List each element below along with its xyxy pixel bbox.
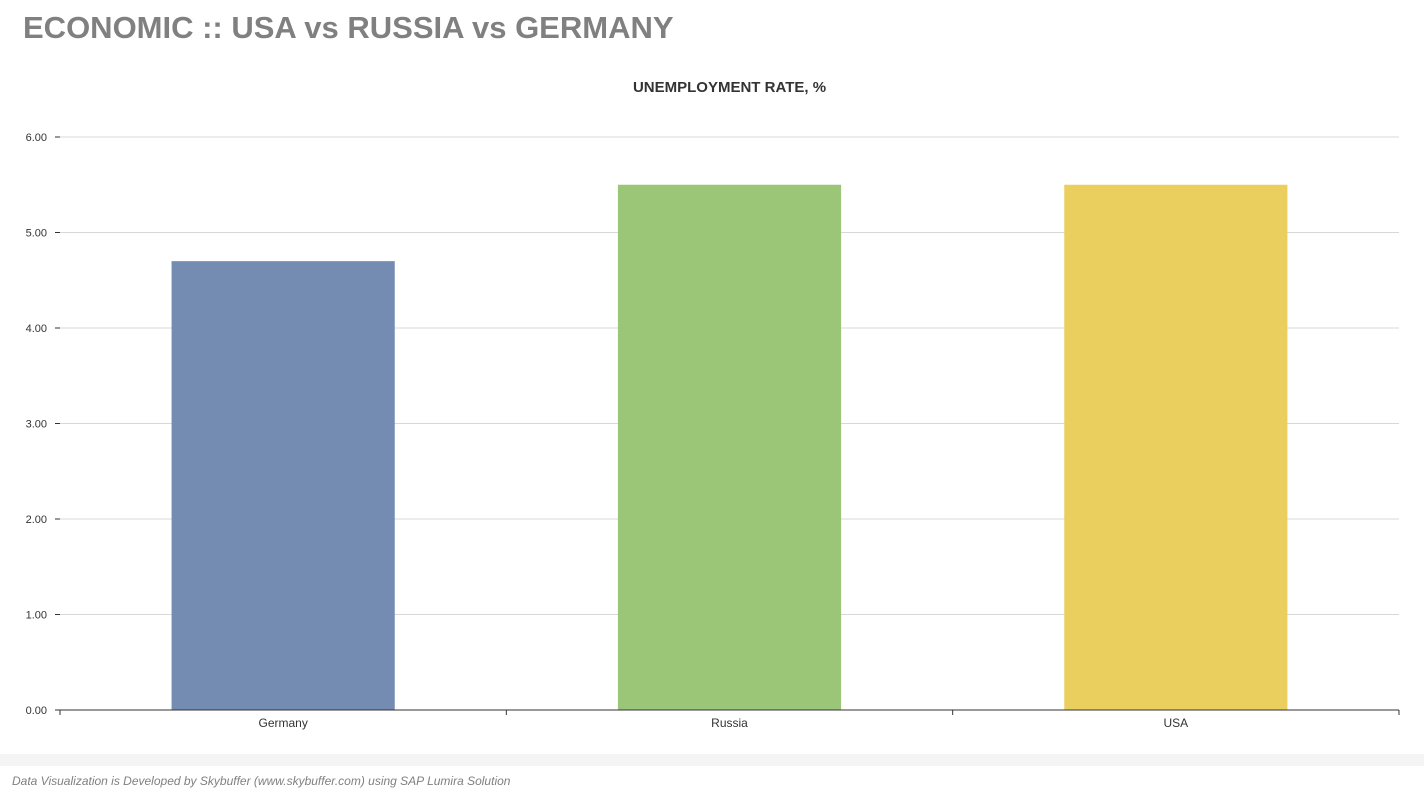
y-tick-label: 1.00 [26,610,47,622]
bar-chart-canvas: UNEMPLOYMENT RATE, % 0.00 1.00 2.00 3.00 4.0… [26,79,1400,730]
y-tick-label: 5.00 [26,228,47,240]
x-category-label: USA [1163,716,1188,730]
bar-usa[interactable] [1064,184,1288,710]
x-category-label: Germany [258,716,307,730]
unemployment-chart: UNEMPLOYMENT RATE, % 0.00 1.00 2.00 3.00 4.0… [0,60,1424,754]
y-tick-label: 6.00 [26,132,47,144]
bar-germany[interactable] [171,261,395,710]
page-title: ECONOMIC :: USA vs RUSSIA vs GERMANY [23,10,674,45]
footer-band [0,754,1424,766]
footer-credit: Data Visualization is Developed by Skybu… [12,774,511,788]
bar-russia[interactable] [617,184,842,710]
bars [171,184,1288,710]
y-tick-label: 3.00 [26,419,47,431]
chart-title: UNEMPLOYMENT RATE, % [633,79,826,96]
x-category-label: Russia [711,716,748,730]
y-tick-label: 4.00 [26,323,47,335]
y-tick-label: 0.00 [26,705,47,717]
axes: 0.00 1.00 2.00 3.00 4.00 5.00 6.00 Germany Russi… [26,132,1400,730]
y-tick-label: 2.00 [26,514,47,526]
